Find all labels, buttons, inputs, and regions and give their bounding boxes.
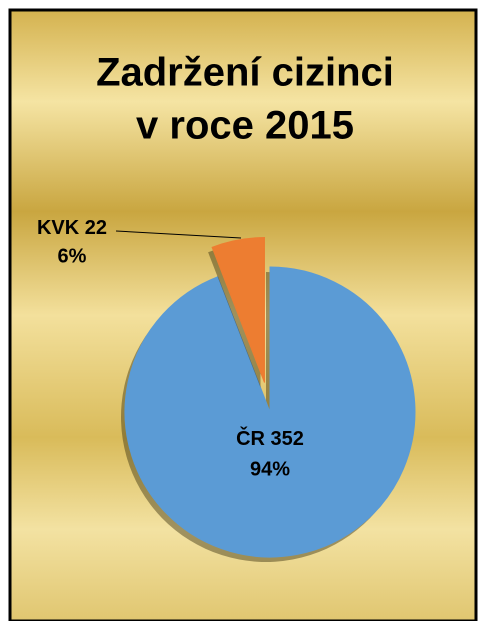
- category-label: KVK: [37, 217, 80, 239]
- chart-title: Zadržení cizinci: [96, 51, 394, 95]
- category-label: ČR: [236, 426, 265, 450]
- chart-subtitle: v roce 2015: [136, 104, 354, 148]
- data-label: KVK 22: [37, 217, 107, 239]
- percent-label: 6%: [58, 245, 87, 267]
- pie-slice: [211, 237, 265, 383]
- data-label: ČR 352: [236, 426, 304, 450]
- leader-line: [115, 230, 242, 239]
- pie-slice: [124, 266, 416, 558]
- value-label: 22: [85, 217, 107, 239]
- pie: [121, 237, 416, 562]
- percent-label: 94%: [250, 458, 290, 480]
- value-label: 352: [271, 428, 304, 450]
